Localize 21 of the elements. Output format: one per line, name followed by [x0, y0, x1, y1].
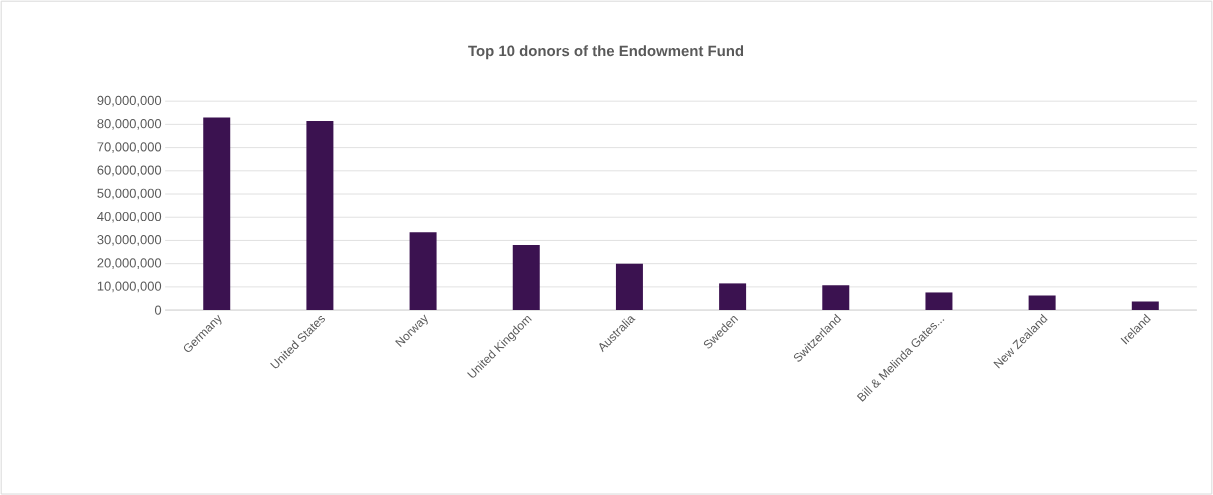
- bar: [306, 120, 334, 310]
- bar: [1028, 295, 1056, 310]
- bar: [203, 117, 231, 310]
- y-tick-label: 0: [154, 305, 162, 315]
- y-tick-label: 30,000,000: [97, 234, 162, 246]
- bar: [925, 292, 953, 310]
- y-tick-label: 50,000,000: [97, 188, 162, 200]
- bar: [409, 232, 437, 310]
- bar: [1131, 301, 1159, 310]
- bar: [615, 263, 643, 310]
- chart-title: Top 10 donors of the Endowment Fund: [468, 45, 744, 60]
- y-tick-label: 10,000,000: [97, 281, 162, 293]
- y-tick-label: 80,000,000: [97, 118, 162, 130]
- y-tick-label: 40,000,000: [97, 211, 162, 223]
- bar: [512, 244, 540, 310]
- y-tick-label: 70,000,000: [97, 142, 162, 153]
- y-tick-label: 20,000,000: [97, 258, 162, 269]
- bar: [822, 285, 850, 310]
- y-tick-label: 90,000,000: [97, 95, 162, 107]
- y-tick-label: 60,000,000: [97, 165, 162, 177]
- bar: [719, 283, 747, 310]
